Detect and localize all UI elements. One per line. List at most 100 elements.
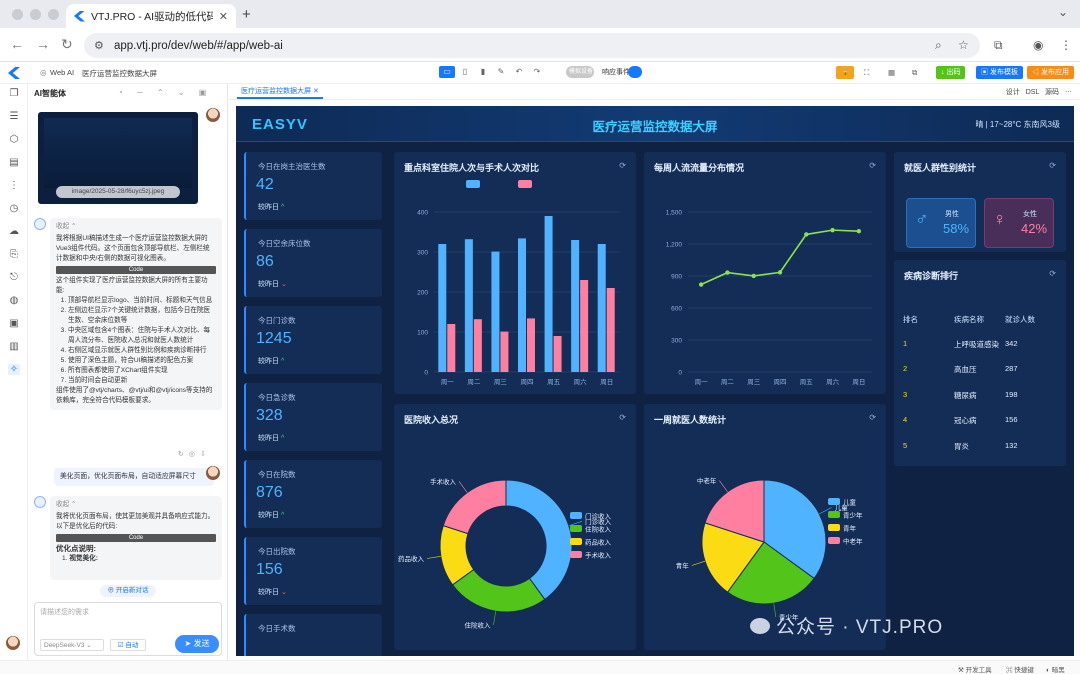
share-icon[interactable]: ⎋ [10,272,18,283]
ai-agent-icon[interactable]: ✧ [8,364,20,375]
minimize-window-button[interactable] [30,9,41,20]
refresh-icon[interactable]: ⟳ [869,413,876,422]
refresh-icon[interactable]: ⟳ [869,161,876,170]
outline-icon[interactable]: ⋮ [9,180,19,191]
stat-compare: 较昨日 ⌄ [258,587,287,597]
send-button[interactable]: ➤ 发送 [175,635,219,653]
ai-panel-controls[interactable]: ◔ ─ ⌃ ⌄ ▣ [118,88,213,97]
list-item-text: 视觉美化: [69,555,98,562]
female-percent: 42% [1021,221,1048,236]
legend-swatch [518,180,532,188]
image-icon[interactable]: ▣ [9,318,19,329]
legend-swatch [570,525,582,532]
refresh-icon[interactable]: ⟳ [619,413,626,422]
history-icon[interactable]: ◷ [9,203,19,214]
maximize-window-button[interactable] [48,9,59,20]
components-icon[interactable]: ⬡ [9,134,19,145]
cloud-icon[interactable]: ☁ [9,226,19,237]
pie-chart-panel: 一周就医人数统计 ⟳ 儿童 青少年 青年 中老年 儿童 青少年 青年 中老年 [644,404,886,650]
list-item: 所有图表都使用了XChart组件实现 [68,366,216,376]
shortcuts-link[interactable]: ⌘ 快捷键 [1006,667,1034,674]
undo-icon[interactable]: ↶ [515,67,523,76]
male-stat: ♂ 男性 58% [906,198,976,248]
fullscreen-icon[interactable]: ⛶ [864,68,870,77]
auto-checkbox[interactable]: ☑ 自动 [110,639,146,651]
tab-search-icon[interactable]: ⌄ [1057,5,1068,19]
brush-icon[interactable]: ✎ [497,67,505,76]
browser-tab[interactable]: VTJ.PRO - AI驱动的低代码开发 ✕ [66,4,236,28]
collapse-toggle[interactable]: 收起 ⌃ [56,501,77,508]
profile-icon[interactable]: ◉ [1033,38,1044,52]
stat-label: 今日手术数 [258,624,296,633]
new-chat-button[interactable]: ⊕ 开启新对话 [100,585,156,597]
bar [518,238,526,372]
design-view-link[interactable]: 设计 [1005,89,1020,96]
pie-slice [505,479,573,601]
back-icon[interactable]: ← [10,36,24,52]
more-icon[interactable]: ⋯ [1065,89,1072,96]
slice-label: 住院收入 [464,621,491,630]
refresh-icon[interactable]: ⟳ [619,161,626,170]
male-label: 男性 [945,211,959,218]
message-actions[interactable]: ↻◎⇩ [178,451,211,458]
label-leader [819,507,832,515]
pages-icon[interactable]: ❐ [9,88,19,99]
respond-events-toggle[interactable] [628,66,642,78]
browser-tabstrip: VTJ.PRO - AI驱动的低代码开发 ✕ + ⌄ [0,0,1080,28]
model-select[interactable]: DeepSeek-V3 ⌄ [40,639,104,651]
export-code-button[interactable]: ↓ 出码 [936,66,966,79]
site-settings-icon[interactable]: ⚙ [94,40,104,52]
slice-label: 儿童 [835,503,849,512]
dsl-view-link[interactable]: DSL [1025,89,1040,96]
refresh-icon[interactable]: ⟳ [1049,161,1056,170]
data-icon[interactable]: ⎘ [10,249,18,260]
source-view-link[interactable]: 源码 [1045,89,1060,96]
stat-card: 今日急诊数 328 较昨日 ^ [244,383,382,451]
reload-icon[interactable]: ↻ [61,36,73,52]
legend-swatch [828,537,840,544]
ai-message-heading: 优化点说明: [56,544,96,553]
browser-menu-icon[interactable]: ⋮ [1060,38,1072,52]
new-tab-icon[interactable]: + [242,6,251,23]
uploaded-image-thumbnail[interactable]: image/2025-05-28/f6uyc5zj.jpeg [38,112,198,204]
forward-icon[interactable]: → [36,36,50,52]
code-block[interactable]: Code [56,266,216,274]
slice-label: 青少年 [779,613,799,622]
api-icon[interactable]: ▥ [9,341,19,352]
lock-icon[interactable]: 🔒 [836,66,854,79]
breadcrumb-app[interactable]: Web AI [50,68,75,77]
desktop-icon[interactable]: ▭ [439,66,455,78]
collapse-toggle[interactable]: 收起 ⌃ [56,223,77,230]
url-text[interactable]: app.vtj.pro/dev/web/#/app/web-ai [114,39,283,52]
zoom-icon[interactable]: ⌕ [935,38,942,52]
user-avatar[interactable] [6,636,20,650]
breadcrumb-page[interactable]: 医疗运营监控数据大屏 [82,69,157,78]
preview-icon[interactable]: ⧉ [912,68,918,77]
simulate-device-toggle[interactable]: 模拟设备 [566,66,594,78]
ai-panel: AI智能体 ◔ ─ ⌃ ⌄ ▣ image/2025-05-28/f6uyc5z… [28,84,228,660]
globe-icon[interactable]: ◍ [9,295,19,306]
redo-icon[interactable]: ↷ [533,67,541,76]
url-bar[interactable]: ⚙ app.vtj.pro/dev/web/#/app/web-ai [84,33,980,58]
legend-label: 中老年 [843,537,863,546]
refresh-icon[interactable]: ⟳ [1049,269,1056,278]
mobile-icon[interactable]: ▮ [480,67,486,76]
x-tick-label: 周五 [800,378,814,386]
tab-dashboard[interactable]: 医疗运营监控数据大屏 ✕ [237,84,323,99]
close-window-button[interactable] [12,9,23,20]
extensions-icon[interactable]: ⧉ [994,38,1003,52]
view-switcher[interactable]: 设计 DSL 源码 ⋯ [1006,87,1072,97]
bookmark-star-icon[interactable]: ☆ [958,38,969,52]
publish-app-button[interactable]: ◁ 发布应用 [1027,66,1074,79]
blocks-icon[interactable]: ▤ [9,157,19,168]
code-block[interactable]: Code [56,534,216,542]
qrcode-icon[interactable]: ▦ [888,68,896,77]
devtools-link[interactable]: ⚒ 开发工具 [958,667,992,674]
publish-template-button[interactable]: ▣ 发布模板 [976,66,1023,79]
close-tab-icon[interactable]: ✕ [218,10,228,23]
tablet-icon[interactable]: ▯ [462,67,468,76]
prompt-input[interactable]: 请描述您的需求 DeepSeek-V3 ⌄ ☑ 自动 ➤ 发送 [34,602,222,656]
dark-mode-toggle[interactable]: ◐ 暗黑 [1046,667,1065,674]
layers-icon[interactable]: ☰ [9,111,19,122]
x-tick-label: 周三 [747,378,761,386]
